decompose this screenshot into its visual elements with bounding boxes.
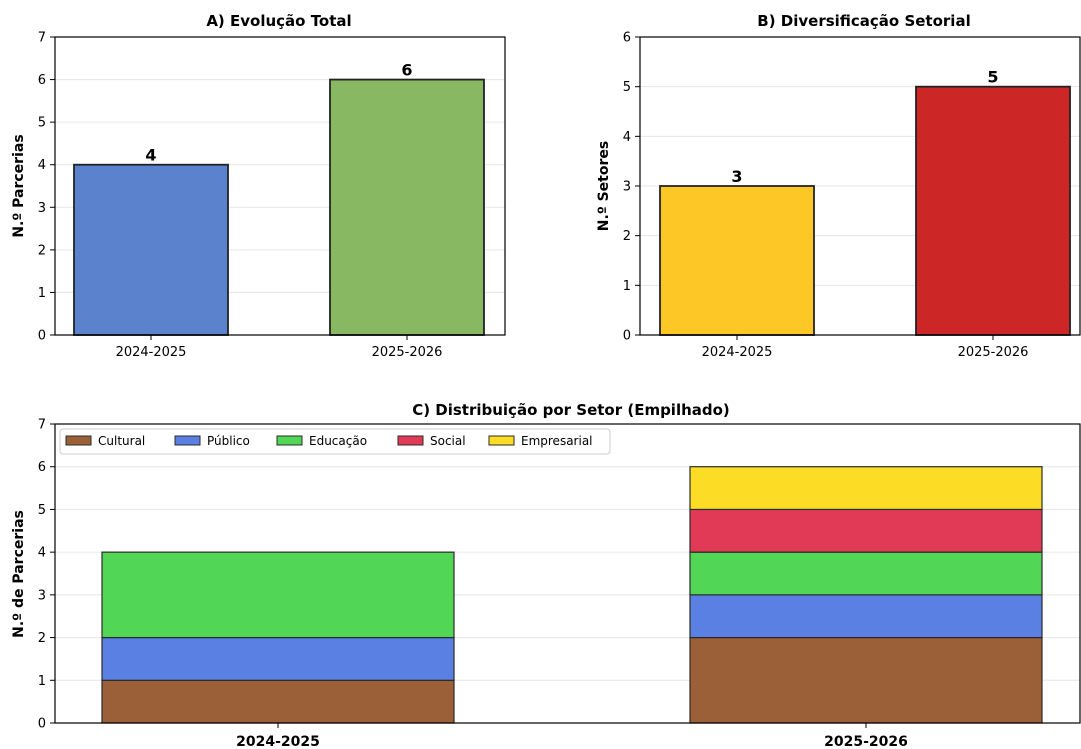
chart-c-ytick-label: 2 bbox=[38, 631, 46, 646]
chart-b-ytick-label: 4 bbox=[623, 130, 631, 145]
legend-label-empresarial: Empresarial bbox=[521, 434, 593, 448]
legend-swatch-cultural bbox=[65, 435, 92, 446]
chart-c-legend: Cultural Público Educação Social Empresarial bbox=[59, 428, 611, 455]
legend-item-empresarial: Empresarial bbox=[488, 434, 593, 448]
chart-panel-a: A) Evolução Total N.º Parcerias 0 1 2 3 4 5 6 7… bbox=[11, 12, 506, 360]
chart-c-xtick-label: 2025-2026 bbox=[824, 734, 908, 749]
chart-panel-b: B) Diversificação Setorial N.º Setores 0… bbox=[596, 12, 1081, 360]
legend-item-cultural: Cultural bbox=[65, 434, 145, 448]
chart-a-ytick-label: 6 bbox=[38, 73, 46, 88]
chart-b-ytick-label: 2 bbox=[623, 229, 631, 244]
chart-a-ytick-label: 1 bbox=[38, 286, 46, 301]
chart-b-title: B) Diversificação Setorial bbox=[757, 12, 970, 30]
bar-social-2025-2026 bbox=[689, 508, 1043, 553]
chart-a-bar-2025-2026 bbox=[329, 78, 485, 336]
bar-público-2025-2026 bbox=[689, 594, 1043, 639]
chart-c-ytick-label: 0 bbox=[38, 717, 46, 732]
chart-a-ytick-label: 2 bbox=[38, 243, 46, 258]
chart-a-ytick-label: 3 bbox=[38, 201, 46, 216]
chart-c-ytick-label: 1 bbox=[38, 674, 46, 689]
chart-c-ytick-label: 3 bbox=[38, 588, 46, 603]
chart-c-ytick-label: 6 bbox=[38, 460, 46, 475]
chart-b-xtick-label: 2025-2026 bbox=[958, 345, 1029, 360]
chart-c-ytick-label: 5 bbox=[38, 503, 46, 518]
chart-b-ytick-label: 1 bbox=[623, 279, 631, 294]
bar-público-2024-2025 bbox=[101, 636, 455, 681]
legend-swatch-educação bbox=[276, 435, 303, 446]
legend-swatch-empresarial bbox=[488, 435, 515, 446]
bar-cultural-2025-2026 bbox=[689, 636, 1043, 724]
chart-b-ylabel: N.º Setores bbox=[596, 141, 612, 231]
chart-b-ytick-label: 3 bbox=[623, 180, 631, 195]
chart-b-xtick-label: 2024-2025 bbox=[702, 345, 773, 360]
legend-label-educação: Educação bbox=[309, 434, 367, 448]
chart-a-xtick-label: 2024-2025 bbox=[116, 345, 187, 360]
chart-b-bar-2024-2025 bbox=[659, 185, 815, 336]
chart-a-data-label: 6 bbox=[401, 61, 412, 80]
legend-label-social: Social bbox=[430, 434, 466, 448]
chart-a-ytick-label: 5 bbox=[38, 116, 46, 131]
chart-a-ytick-label: 4 bbox=[38, 158, 46, 173]
bar-educação-2024-2025 bbox=[101, 551, 455, 639]
chart-b-ytick-label: 6 bbox=[623, 31, 631, 46]
chart-a-xtick-label: 2025-2026 bbox=[372, 345, 443, 360]
chart-c-ytick-label: 4 bbox=[38, 546, 46, 561]
chart-a-ylabel: N.º Parcerias bbox=[11, 134, 27, 237]
legend-swatch-público bbox=[174, 435, 201, 446]
chart-c-axes-frame bbox=[54, 423, 1081, 724]
chart-c-ytick-label: 7 bbox=[38, 418, 46, 433]
chart-b-axes-frame bbox=[639, 36, 1081, 336]
chart-a-ytick-label: 0 bbox=[38, 329, 46, 344]
legend-box bbox=[59, 428, 611, 455]
chart-b-ytick-label: 5 bbox=[623, 80, 631, 95]
legend-item-educação: Educação bbox=[276, 434, 367, 448]
legend-label-público: Público bbox=[207, 434, 250, 448]
chart-a-axes-frame bbox=[54, 36, 506, 336]
chart-b-ytick-label: 0 bbox=[623, 329, 631, 344]
chart-panel-c: C) Distribuição por Setor (Empilhado) N.… bbox=[11, 401, 1081, 749]
legend-label-cultural: Cultural bbox=[98, 434, 145, 448]
chart-a-bar-2024-2025 bbox=[73, 163, 229, 336]
chart-b-data-label: 3 bbox=[731, 167, 742, 186]
chart-a-ytick-label: 7 bbox=[38, 31, 46, 46]
chart-c-xtick-label: 2024-2025 bbox=[236, 734, 320, 749]
chart-c-title: C) Distribuição por Setor (Empilhado) bbox=[412, 401, 730, 419]
bar-cultural-2024-2025 bbox=[101, 679, 455, 724]
chart-a-data-label: 4 bbox=[145, 146, 156, 165]
chart-c-ylabel: N.º de Parcerias bbox=[11, 510, 27, 638]
legend-item-social: Social bbox=[397, 434, 466, 448]
bar-educação-2025-2026 bbox=[689, 551, 1043, 596]
bar-empresarial-2025-2026 bbox=[689, 466, 1043, 511]
legend-item-público: Público bbox=[174, 434, 250, 448]
chart-b-data-label: 5 bbox=[987, 68, 998, 87]
chart-a-title: A) Evolução Total bbox=[206, 12, 351, 30]
chart-b-bar-2025-2026 bbox=[915, 85, 1071, 336]
legend-swatch-social bbox=[397, 435, 424, 446]
